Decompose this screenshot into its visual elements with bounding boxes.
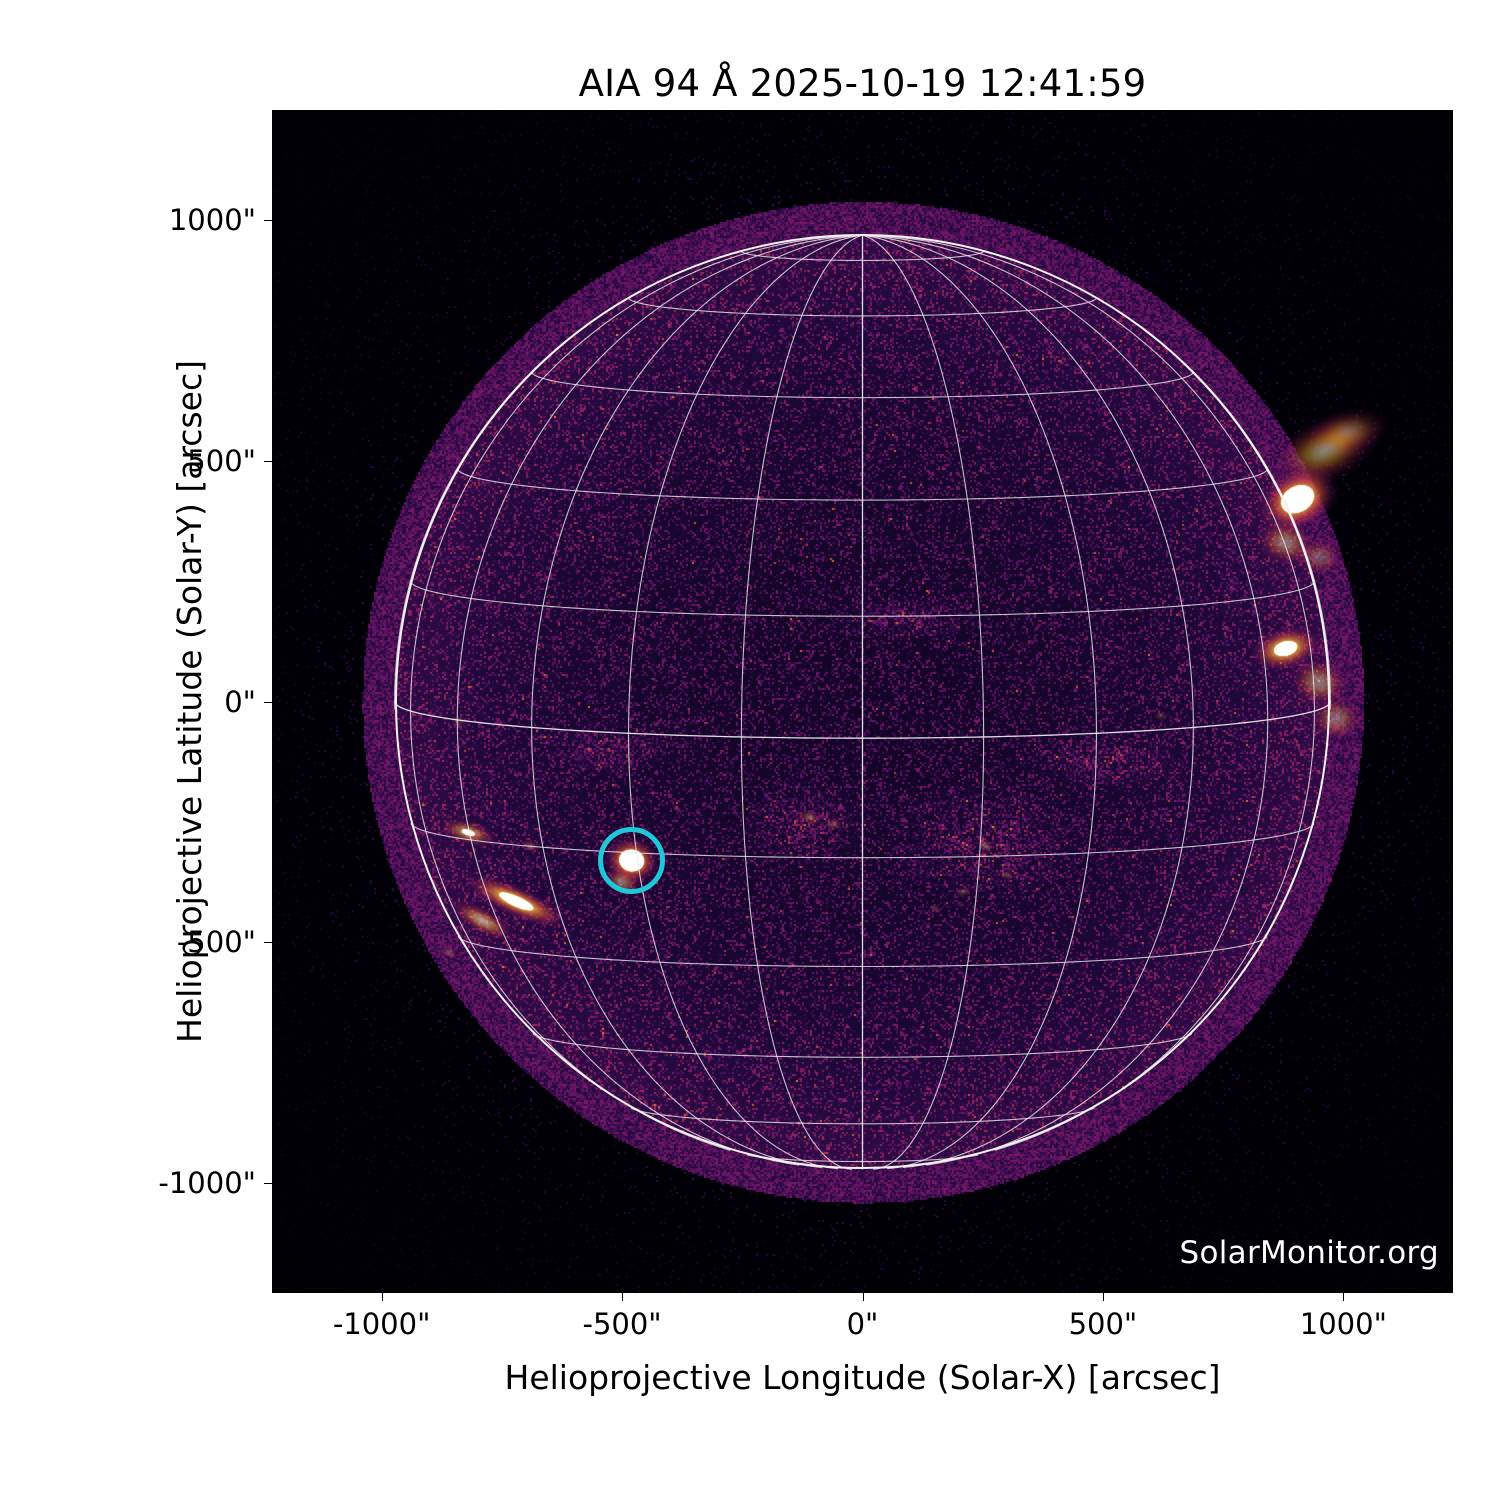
grid-line	[740, 250, 985, 262]
grid-line	[410, 823, 1315, 859]
y-tick-mark	[264, 1183, 272, 1185]
x-tick-label: -1000"	[332, 1307, 431, 1341]
grid-line	[394, 234, 863, 710]
y-axis-label: Helioprojective Latitude (Solar-Y) [arcs…	[170, 360, 209, 1043]
grid-line	[393, 701, 1332, 739]
y-tick-mark	[264, 219, 272, 221]
x-tick-mark	[862, 1293, 864, 1301]
y-tick-label: 500"	[187, 443, 256, 478]
y-tick-label: -1000"	[158, 1166, 256, 1201]
grid-line	[628, 297, 1097, 317]
x-tick-mark	[1343, 1293, 1345, 1301]
y-tick-label: 0"	[224, 684, 256, 719]
grid-line	[862, 234, 1097, 1170]
solar-disk-wrapper	[272, 110, 1453, 1293]
x-tick-label: 1000"	[1299, 1307, 1387, 1341]
grid-line	[410, 234, 863, 1151]
x-tick-label: 500"	[1068, 1307, 1138, 1341]
grid-line	[862, 234, 1269, 1166]
grid-line	[628, 234, 863, 1170]
y-tick-label: 1000"	[168, 202, 256, 237]
x-tick-label: -500"	[582, 1307, 662, 1341]
grid-line	[630, 1107, 1095, 1125]
grid-line	[740, 234, 863, 1170]
grid-line	[862, 234, 1315, 1151]
heliographic-grid	[393, 234, 1332, 1170]
grid-line	[746, 1154, 979, 1163]
x-tick-mark	[622, 1293, 624, 1301]
y-tick-mark	[264, 701, 272, 703]
solarmonitor-watermark: SolarMonitor.org	[1179, 1235, 1439, 1271]
grid-line	[456, 234, 863, 1166]
grid-line	[531, 371, 1194, 399]
grid-line	[532, 1033, 1193, 1058]
grid-line	[456, 468, 1269, 501]
x-tick-label: 0"	[846, 1307, 879, 1341]
grid-line	[531, 234, 863, 1169]
y-tick-mark	[264, 942, 272, 944]
grid-line	[410, 580, 1315, 617]
x-tick-mark	[381, 1293, 383, 1301]
grid-line	[862, 234, 1194, 1169]
x-tick-mark	[1102, 1293, 1104, 1301]
page-title: AIA 94 Å 2025-10-19 12:41:59	[578, 62, 1147, 105]
y-tick-label: -500"	[176, 925, 256, 960]
grid-line	[862, 234, 985, 1170]
y-tick-mark	[264, 460, 272, 462]
grid-line	[862, 234, 1331, 710]
x-axis-label: Helioprojective Longitude (Solar-X) [arc…	[504, 1358, 1221, 1397]
grid-line	[457, 936, 1268, 968]
image-plot-area[interactable]: SolarMonitor.org	[272, 110, 1453, 1293]
